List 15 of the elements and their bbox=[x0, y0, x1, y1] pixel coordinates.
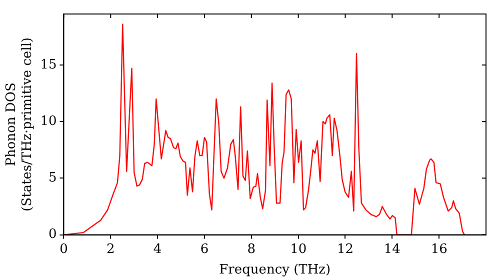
y-tick-label: 0 bbox=[48, 227, 57, 242]
y-tick-label: 15 bbox=[40, 57, 57, 72]
x-tick-label: 16 bbox=[430, 242, 448, 257]
y-tick-label: 10 bbox=[40, 114, 57, 129]
x-tick-label: 6 bbox=[200, 242, 209, 257]
x-tick-label: 10 bbox=[290, 242, 307, 257]
y-axis-title: Phonon DOS (States/THz·primitive cell) bbox=[4, 37, 35, 212]
x-axis-title: Frequency (THz) bbox=[219, 262, 331, 278]
x-tick-label: 14 bbox=[384, 242, 400, 257]
x-tick-label: 8 bbox=[247, 242, 256, 257]
x-tick-label: 0 bbox=[60, 242, 68, 257]
x-tick-label: 12 bbox=[336, 242, 354, 257]
x-tick-label: 2 bbox=[106, 242, 115, 257]
y-tick-label: 5 bbox=[48, 170, 57, 186]
x-tick-label: 4 bbox=[153, 242, 162, 257]
